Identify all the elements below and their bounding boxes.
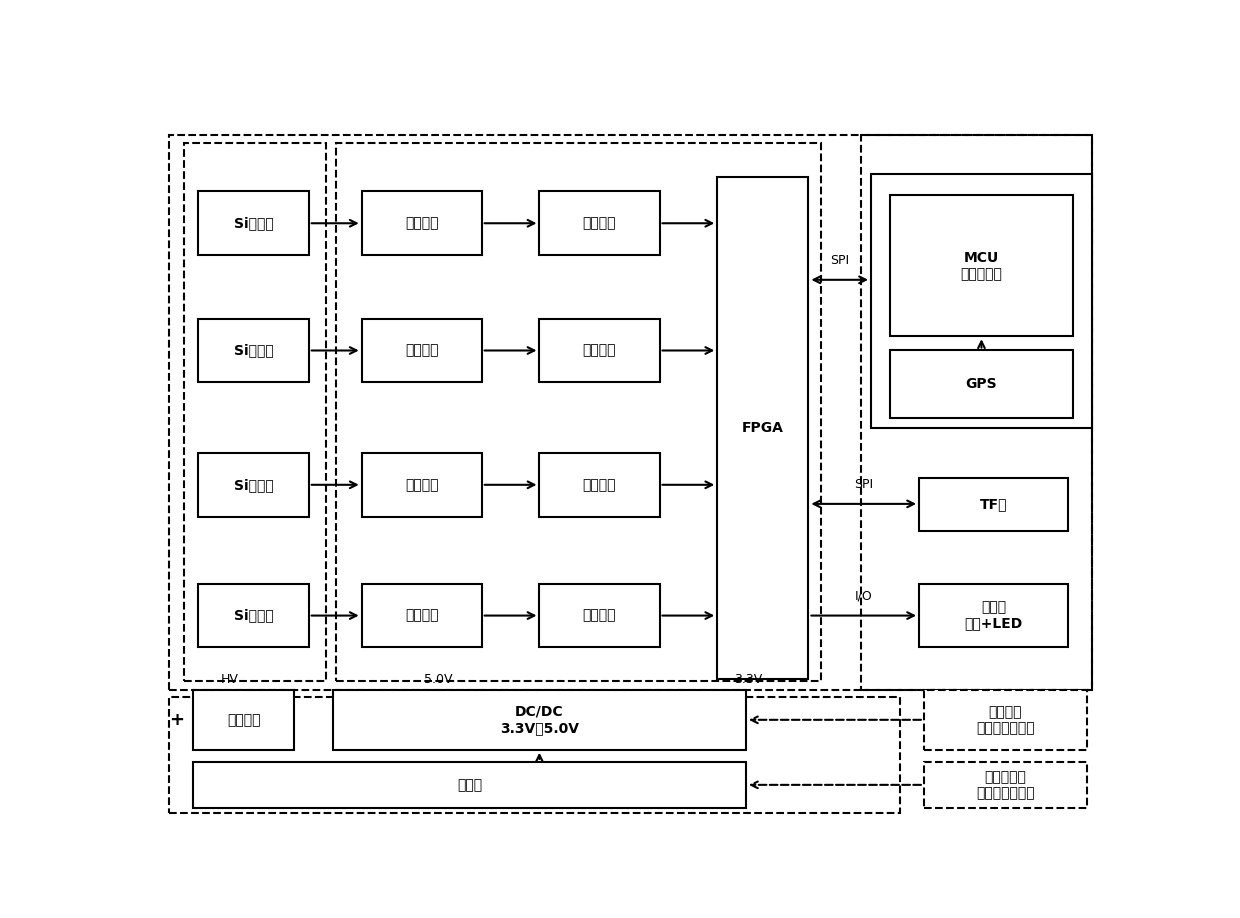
- Text: 电源开关
按键（默认关）: 电源开关 按键（默认关）: [976, 705, 1035, 735]
- Bar: [919, 584, 1068, 647]
- Text: 3.3V: 3.3V: [734, 673, 763, 687]
- Bar: [184, 143, 326, 680]
- Text: I/O: I/O: [854, 590, 873, 603]
- Bar: [862, 135, 1092, 689]
- Text: +: +: [169, 711, 184, 729]
- Bar: [924, 689, 1087, 750]
- Bar: [539, 584, 660, 647]
- Bar: [193, 762, 746, 808]
- Bar: [890, 195, 1073, 336]
- Text: 信号处理: 信号处理: [405, 217, 439, 230]
- Bar: [198, 453, 309, 517]
- Bar: [539, 319, 660, 382]
- Text: FPGA: FPGA: [742, 421, 784, 435]
- Text: SPI: SPI: [854, 478, 873, 491]
- Bar: [717, 177, 808, 679]
- Bar: [890, 351, 1073, 418]
- Bar: [924, 762, 1087, 808]
- Text: 信号采集: 信号采集: [583, 343, 616, 357]
- Text: GPS: GPS: [966, 377, 997, 391]
- Text: 信号处理: 信号处理: [405, 343, 439, 357]
- Bar: [362, 453, 481, 517]
- Text: 锂电池: 锂电池: [458, 778, 482, 792]
- Text: HV: HV: [221, 673, 238, 687]
- Text: 信号采集: 信号采集: [583, 609, 616, 622]
- Text: Si探测器: Si探测器: [233, 217, 273, 230]
- Bar: [870, 174, 1092, 428]
- Text: 高压电路: 高压电路: [227, 712, 260, 727]
- Text: Si探测器: Si探测器: [233, 609, 273, 622]
- Bar: [198, 584, 309, 647]
- Bar: [198, 319, 309, 382]
- Text: Si探测器: Si探测器: [233, 477, 273, 492]
- Bar: [170, 697, 900, 813]
- Text: SPI: SPI: [830, 254, 849, 267]
- Text: TF卡: TF卡: [980, 498, 1007, 511]
- Bar: [362, 319, 481, 382]
- Text: 信号处理: 信号处理: [405, 477, 439, 492]
- Bar: [362, 584, 481, 647]
- Bar: [336, 143, 821, 680]
- Bar: [170, 135, 1092, 689]
- Bar: [919, 477, 1068, 531]
- Text: 报警器
蜂鸣+LED: 报警器 蜂鸣+LED: [965, 600, 1023, 631]
- Bar: [198, 192, 309, 255]
- Bar: [539, 192, 660, 255]
- Text: 信号采集: 信号采集: [583, 477, 616, 492]
- Text: DC/DC
3.3V，5.0V: DC/DC 3.3V，5.0V: [500, 705, 579, 735]
- Text: 信号采集: 信号采集: [583, 217, 616, 230]
- Bar: [193, 689, 294, 750]
- Text: 5.0V: 5.0V: [424, 673, 453, 687]
- Text: Si探测器: Si探测器: [233, 343, 273, 357]
- Text: 信号处理: 信号处理: [405, 609, 439, 622]
- Bar: [539, 453, 660, 517]
- Text: 电池管理器
（含电源接口）: 电池管理器 （含电源接口）: [976, 770, 1035, 800]
- Bar: [362, 192, 481, 255]
- Text: MCU
（低功耗）: MCU （低功耗）: [961, 251, 1002, 281]
- Bar: [332, 689, 746, 750]
